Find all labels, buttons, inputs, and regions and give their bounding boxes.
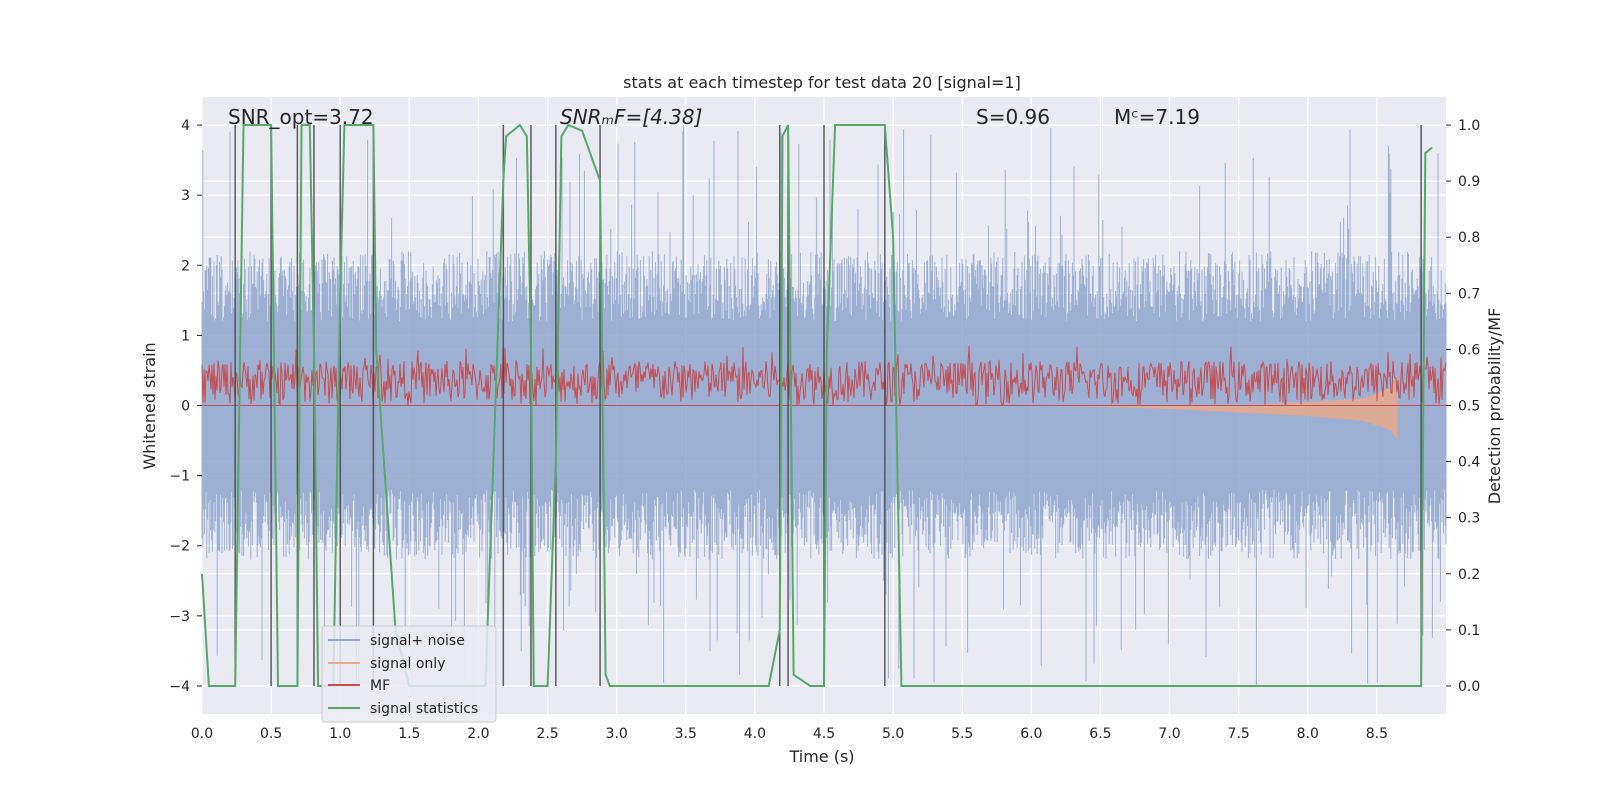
y-tick-label: 1 — [181, 328, 190, 344]
chart-title: stats at each timestep for test data 20 … — [623, 73, 1021, 92]
x-tick-label: 5.5 — [951, 726, 973, 742]
y-tick-label: −2 — [169, 539, 190, 555]
x-tick-label: 4.0 — [744, 726, 766, 742]
y-axis-ticks-left: −4 −3 −2 −1 0 1 2 3 4 — [169, 118, 202, 695]
y-right-tick-label: 1.0 — [1458, 118, 1480, 134]
legend-label-signal-noise: signal+ noise — [370, 633, 465, 649]
legend: signal+ noise signal only MF signal stat… — [321, 625, 497, 723]
x-tick-label: 3.0 — [606, 726, 628, 742]
legend-label-signal-only: signal only — [370, 656, 445, 672]
y-right-tick-label: 0.4 — [1458, 455, 1480, 471]
y-tick-label: 4 — [181, 118, 190, 134]
x-tick-label: 4.5 — [813, 726, 835, 742]
x-tick-label: 5.0 — [882, 726, 904, 742]
x-tick-label: 8.5 — [1366, 726, 1388, 742]
x-tick-label: 7.5 — [1228, 726, 1250, 742]
annotation-snr-mf: SNRₘF=[4.38] — [560, 105, 702, 129]
x-tick-label: 6.0 — [1020, 726, 1042, 742]
legend-box — [321, 625, 497, 723]
y-right-tick-label: 0.2 — [1458, 567, 1480, 583]
x-tick-label: 1.5 — [398, 726, 420, 742]
y-right-tick-label: 0.7 — [1458, 286, 1480, 302]
y-right-tick-label: 0.5 — [1458, 399, 1480, 415]
x-tick-label: 6.5 — [1089, 726, 1111, 742]
signal-statistics-line — [201, 123, 1433, 687]
legend-label-mf: MF — [370, 678, 390, 694]
annotation-mc: Mᶜ=7.19 — [1114, 105, 1200, 129]
annotation-snr-opt: SNR_opt=3.72 — [228, 105, 374, 129]
y-right-tick-label: 0.1 — [1458, 623, 1480, 639]
y-axis-ticks-right: 0.0 0.1 0.2 0.3 0.4 0.5 0.6 0.7 0.8 0.9 1.0 — [1446, 118, 1480, 695]
y-tick-label: 0 — [181, 399, 190, 415]
x-tick-label: 0.5 — [260, 726, 282, 742]
signal-statistics-series — [201, 123, 1433, 687]
annotation-s: S=0.96 — [976, 105, 1050, 129]
y-axis-label: Whitened strain — [140, 342, 159, 469]
x-tick-label: 7.0 — [1158, 726, 1180, 742]
x-axis-label: Time (s) — [788, 747, 854, 766]
legend-label-signal-statistics: signal statistics — [370, 701, 478, 717]
y-tick-label: −1 — [169, 469, 190, 485]
y-right-tick-label: 0.3 — [1458, 511, 1480, 527]
y-right-tick-label: 0.8 — [1458, 230, 1480, 246]
x-tick-label: 1.0 — [329, 726, 351, 742]
x-tick-label: 2.5 — [536, 726, 558, 742]
y-axis-label-right: Detection probability/MF — [1485, 308, 1504, 505]
y-right-tick-label: 0.6 — [1458, 342, 1480, 358]
x-axis-ticks: 0.0 0.5 1.0 1.5 2.0 2.5 3.0 3.5 4.0 4.5 5.0 5.5 6.0 6… — [191, 726, 1388, 742]
x-tick-label: 3.5 — [675, 726, 697, 742]
y-right-tick-label: 0.0 — [1458, 679, 1480, 695]
y-right-tick-label: 0.9 — [1458, 174, 1480, 190]
signal-only-band — [1003, 373, 1398, 441]
x-tick-label: 0.0 — [191, 726, 213, 742]
x-tick-label: 8.0 — [1297, 726, 1319, 742]
x-tick-label: 2.0 — [467, 726, 489, 742]
signal-only-series — [1003, 373, 1398, 441]
y-tick-label: −4 — [169, 679, 190, 695]
y-tick-label: 2 — [181, 258, 190, 274]
y-tick-label: −3 — [169, 609, 190, 625]
y-tick-label: 3 — [181, 188, 190, 204]
